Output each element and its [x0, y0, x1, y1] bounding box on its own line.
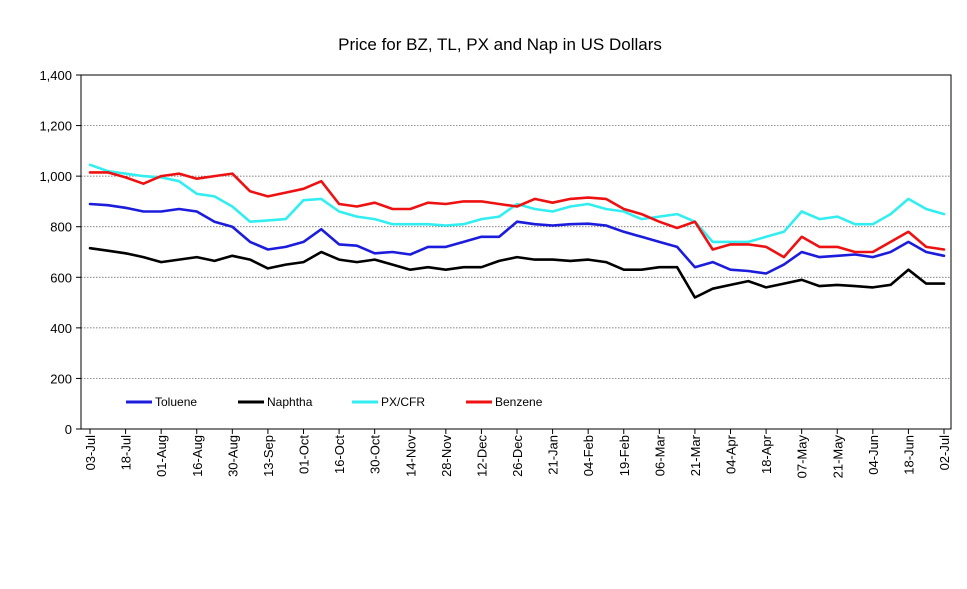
y-tick-label: 200: [50, 371, 72, 386]
x-tick-label: 28-Nov: [439, 435, 454, 477]
y-tick-label: 1,400: [39, 68, 72, 83]
x-tick-label: 02-Jul: [937, 435, 952, 471]
x-tick-label: 21-May: [830, 435, 845, 479]
x-tick-label: 14-Nov: [403, 435, 418, 477]
plot-area: [80, 74, 952, 430]
y-tick-label: 1,200: [39, 119, 72, 134]
x-axis: 03-Jul 18-Jul 01-Aug 16-Aug 30-Aug 13-Sep 01-O…: [83, 429, 952, 478]
chart-title: Price for BZ, TL, PX and Nap in US Dolla…: [338, 35, 662, 54]
y-axis: 0 200 400 600 800 1,000 1,200 1,400: [39, 68, 81, 437]
x-tick-label: 21-Mar: [688, 434, 703, 476]
y-tick-label: 400: [50, 321, 72, 336]
x-tick-label: 03-Jul: [83, 435, 98, 471]
x-tick-label: 16-Aug: [190, 435, 205, 477]
y-tick-label: 600: [50, 270, 72, 285]
x-tick-label: 07-May: [795, 435, 810, 479]
x-tick-label: 18-Jul: [119, 435, 134, 471]
x-tick-label: 04-Feb: [581, 435, 596, 476]
x-tick-label: 13-Sep: [261, 435, 276, 477]
x-tick-label: 01-Aug: [154, 435, 169, 477]
x-tick-label: 19-Feb: [617, 435, 632, 476]
legend-label-px-cfr: PX/CFR: [381, 395, 425, 409]
legend-label-naphtha: Naphtha: [267, 395, 313, 409]
legend: Toluene Naphtha PX/CFR Benzene: [126, 395, 543, 409]
series-lines: [88, 163, 946, 299]
legend-label-benzene: Benzene: [495, 395, 543, 409]
x-tick-label: 26-Dec: [510, 435, 525, 477]
x-tick-label: 18-Jun: [901, 435, 916, 475]
gridlines: [81, 125, 951, 379]
x-tick-label: 06-Mar: [652, 434, 667, 476]
x-tick-label: 21-Jan: [546, 435, 561, 475]
x-tick-label: 04-Apr: [724, 434, 739, 474]
series-line-benzene: [88, 171, 946, 259]
x-tick-label: 30-Aug: [225, 435, 240, 477]
x-tick-label: 04-Jun: [866, 435, 881, 475]
x-tick-label: 16-Oct: [332, 435, 347, 474]
y-tick-label: 800: [50, 220, 72, 235]
y-tick-label: 1,000: [39, 169, 72, 184]
legend-label-toluene: Toluene: [155, 395, 197, 409]
series-line-px-cfr: [88, 163, 946, 244]
y-tick-label: 0: [65, 422, 72, 437]
series-line-toluene: [88, 202, 946, 275]
x-tick-label: 12-Dec: [474, 435, 489, 477]
x-tick-label: 30-Oct: [368, 435, 383, 474]
x-tick-label: 18-Apr: [759, 434, 774, 474]
x-tick-label: 01-Oct: [297, 435, 312, 474]
series-line-naphtha: [88, 246, 946, 299]
